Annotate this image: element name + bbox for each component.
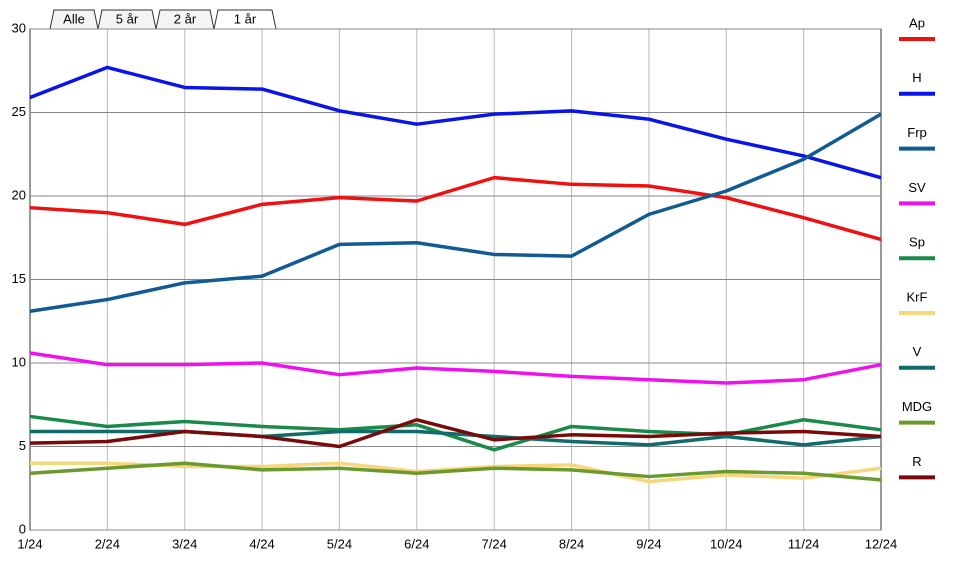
series-line [29, 418, 882, 449]
x-tick-label: 1/24 [17, 536, 42, 551]
x-tick-label: 7/24 [482, 536, 507, 551]
legend-label: KrF [907, 289, 928, 304]
legend-label: H [912, 70, 921, 85]
y-tick-label: 25 [12, 104, 26, 119]
tab-label[interactable]: 5 år [116, 11, 139, 26]
y-tick-label: 10 [12, 354, 26, 369]
legend-label: R [912, 454, 921, 469]
tab-label[interactable]: 2 år [174, 11, 197, 26]
tab[interactable] [155, 9, 215, 30]
legend-label: V [913, 344, 922, 359]
y-tick-label: 0 [19, 521, 26, 536]
x-tick-label: 10/24 [710, 536, 743, 551]
legend-label: Frp [907, 125, 927, 140]
x-tick-label: 8/24 [559, 536, 584, 551]
legend-label: Ap [909, 15, 925, 30]
x-tick-label: 9/24 [636, 536, 661, 551]
tab[interactable] [49, 9, 99, 30]
legend-label: SV [908, 180, 926, 195]
x-tick-label: 5/24 [327, 536, 352, 551]
y-tick-label: 30 [12, 20, 26, 35]
series-line [29, 351, 882, 385]
series-line [29, 112, 882, 313]
x-tick-label: 3/24 [172, 536, 197, 551]
y-tick-label: 5 [19, 438, 26, 453]
tab[interactable] [213, 9, 277, 30]
x-tick-label: 11/24 [788, 536, 820, 551]
y-tick-label: 20 [12, 187, 26, 202]
tab-label[interactable]: 1 år [234, 11, 257, 26]
series-line [29, 461, 882, 482]
series-line [29, 175, 882, 242]
y-tick-label: 15 [12, 271, 26, 286]
x-tick-label: 6/24 [404, 536, 429, 551]
legend-label: Sp [909, 235, 925, 250]
tab[interactable] [97, 9, 157, 30]
x-tick-label: 4/24 [249, 536, 274, 551]
legend-label: MDG [902, 399, 932, 414]
x-tick-label: 2/24 [95, 536, 120, 551]
series-line [29, 65, 882, 180]
tab-label[interactable]: Alle [63, 11, 85, 26]
x-tick-label: 12/24 [865, 536, 898, 551]
